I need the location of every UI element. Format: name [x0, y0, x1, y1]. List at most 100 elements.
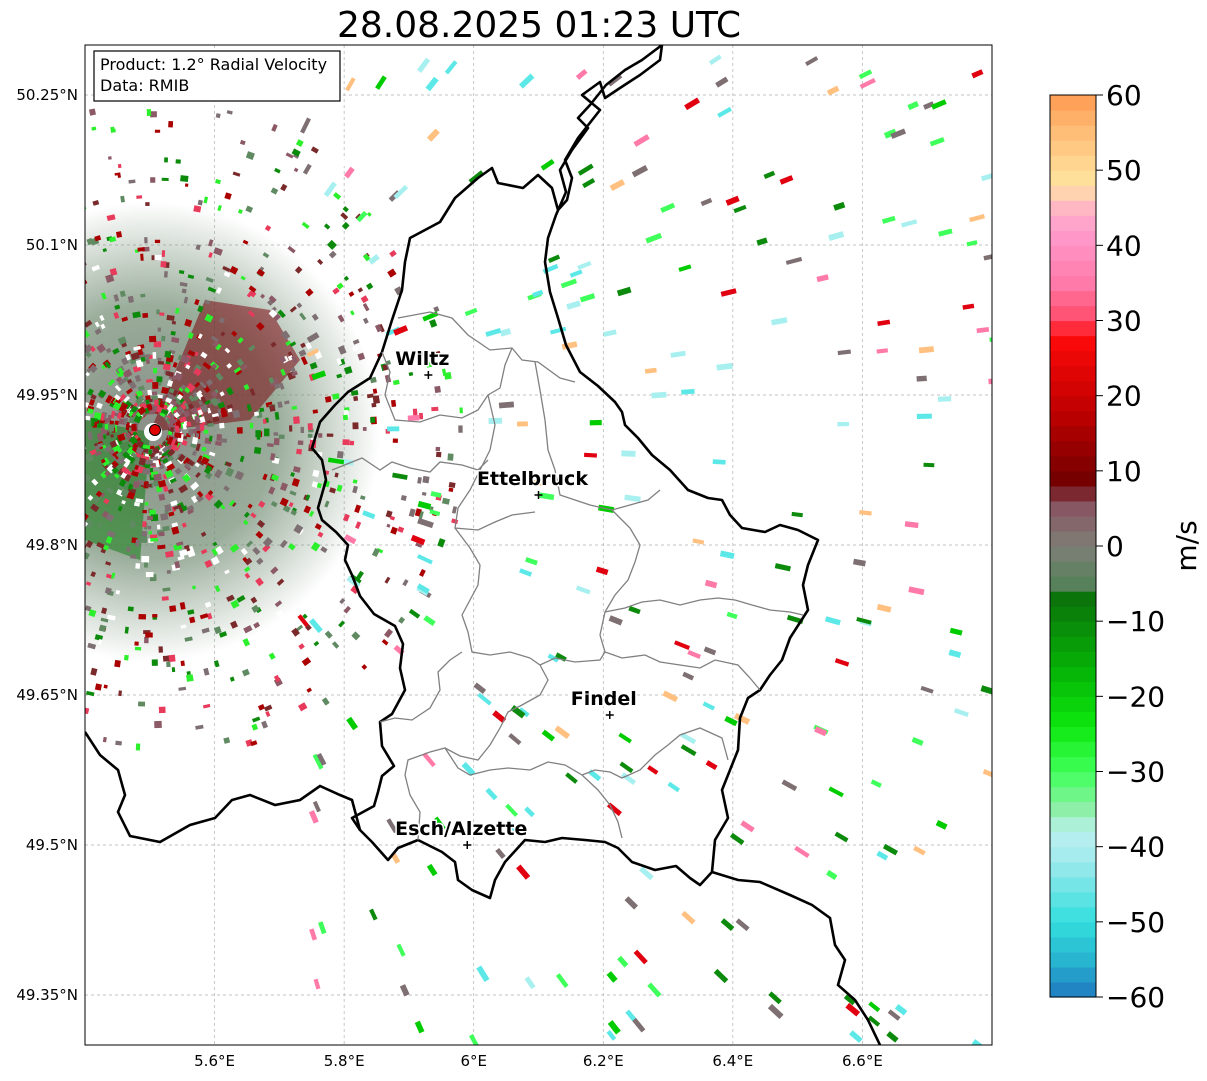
colorbar-band: [1050, 801, 1096, 818]
colorbar-band: [1050, 455, 1096, 472]
lat-tick-label: 49.65°N: [16, 686, 78, 704]
colorbar-ticks: 60 50 40 30 20 10 0 −10 −20 −30 −40 −50 −60: [1096, 79, 1165, 1014]
lat-tick-label: 49.5°N: [26, 836, 78, 854]
colorbar-band: [1050, 651, 1096, 667]
latitude-tick-labels: 50.25°N 50.1°N 49.95°N 49.8°N 49.65°N 49.5°N 4…: [16, 86, 78, 1004]
colorbar-band: [1050, 606, 1096, 622]
colorbar-band: [1050, 425, 1096, 442]
radar-site-marker: [144, 423, 162, 441]
radar-echo-pixels: [85, 54, 992, 1045]
colorbar-band: [1050, 546, 1096, 562]
colorbar-band: [1050, 290, 1096, 307]
colorbar-band: [1050, 530, 1096, 547]
neighbor-border-west: [85, 731, 362, 844]
colorbar-band: [1050, 470, 1096, 487]
lon-tick-label: 6.2°E: [583, 1052, 624, 1070]
colorbar-band: [1050, 305, 1096, 322]
colorbar-band: [1050, 515, 1096, 532]
country-border: [310, 45, 820, 900]
colorbar-band: [1050, 756, 1096, 773]
colorbar-tick-label: 60: [1106, 79, 1142, 112]
colorbar-band: [1050, 876, 1096, 893]
city-label: Ettelbruck: [477, 468, 588, 490]
product-info-box: Product: 1.2° Radial Velocity Data: RMIB: [93, 50, 341, 102]
product-label: Product: 1.2° Radial Velocity: [100, 55, 327, 74]
colorbar-band: [1050, 215, 1096, 231]
city-label: Esch/Alzette: [395, 818, 527, 840]
colorbar-band: [1050, 125, 1096, 141]
colorbar-band: [1050, 681, 1096, 697]
colorbar-band: [1050, 741, 1096, 758]
colorbar-band: [1050, 395, 1096, 412]
lat-tick-label: 49.95°N: [16, 386, 78, 404]
colorbar-tick-label: 50: [1106, 154, 1142, 187]
colorbar-band: [1050, 831, 1096, 848]
lon-tick-label: 5.6°E: [194, 1052, 235, 1070]
figure-title: 28.08.2025 01:23 UTC: [337, 5, 741, 46]
colorbar-band: [1050, 200, 1096, 216]
city-marker: Ettelbruck: [476, 467, 590, 499]
colorbar-tick-label: −20: [1106, 680, 1165, 713]
colorbar-band: [1050, 335, 1096, 352]
colorbar-band: [1050, 921, 1096, 938]
city-label: Findel: [571, 688, 637, 710]
city-marker: Findel: [569, 687, 638, 719]
colorbar-tick-label: 40: [1106, 229, 1142, 262]
longitude-tick-labels: 5.6°E 5.8°E 6°E 6.2°E 6.4°E 6.6°E: [194, 1052, 883, 1070]
colorbar-band: [1050, 500, 1096, 517]
map-frame: [84, 44, 993, 1046]
colorbar-tick-label: −60: [1106, 981, 1165, 1014]
colorbar-band: [1050, 576, 1096, 592]
lat-tick-label: 50.25°N: [16, 86, 78, 104]
colorbar-band: [1050, 846, 1096, 863]
colorbar-band: [1050, 891, 1096, 908]
colorbar-band: [1050, 726, 1096, 743]
colorbar-tick-label: 30: [1106, 305, 1142, 338]
colorbar-band: [1050, 951, 1096, 968]
colorbar-band: [1050, 440, 1096, 457]
map-panel: Wiltz Ettelbruck Findel Esch/Alzette Produc…: [84, 44, 993, 1046]
city-label: Wiltz: [395, 348, 449, 370]
colorbar-band: [1050, 95, 1096, 111]
colorbar-band: [1050, 621, 1096, 637]
colorbar-band: [1050, 711, 1096, 727]
colorbar-band: [1050, 260, 1096, 276]
colorbar-band: [1050, 966, 1096, 983]
receding-echo-cluster: [150, 300, 300, 432]
colorbar-band: [1050, 365, 1096, 382]
colorbar-tick-label: 0: [1106, 530, 1124, 563]
data-source-label: Data: RMIB: [100, 76, 189, 95]
colorbar-band: [1050, 485, 1096, 502]
colorbar-band: [1050, 155, 1096, 171]
lon-tick-label: 6°E: [460, 1052, 487, 1070]
colorbar-band: [1050, 696, 1096, 712]
city-marker: Esch/Alzette: [394, 817, 529, 849]
colorbar-band: [1050, 816, 1096, 833]
colorbar-tick-label: −30: [1106, 756, 1165, 789]
colorbar-band: [1050, 245, 1096, 261]
colorbar-band: [1050, 786, 1096, 803]
colorbar-band: [1050, 981, 1096, 998]
city-marker: Wiltz: [394, 347, 451, 379]
colorbar-band: [1050, 561, 1096, 577]
colorbar-band: [1050, 906, 1096, 923]
colorbar-unit-label: m/s: [1170, 520, 1203, 571]
colorbar-band: [1050, 170, 1096, 186]
colorbar-band: [1050, 591, 1096, 607]
lon-tick-label: 6.6°E: [842, 1052, 883, 1070]
colorbar: 60 50 40 30 20 10 0 −10 −20 −30 −40 −50 −60 m/s: [1049, 79, 1203, 1014]
colorbar-tick-label: 10: [1106, 455, 1142, 488]
colorbar-tick-label: −10: [1106, 605, 1165, 638]
colorbar-band: [1050, 350, 1096, 367]
colorbar-band: [1050, 110, 1096, 126]
lat-tick-label: 49.8°N: [26, 536, 78, 554]
colorbar-band: [1050, 861, 1096, 878]
colorbar-tick-label: −40: [1106, 831, 1165, 864]
colorbar-band: [1050, 275, 1096, 292]
colorbar-band: [1050, 771, 1096, 788]
colorbar-tick-label: −50: [1106, 906, 1165, 939]
colorbar-band: [1050, 320, 1096, 337]
lon-tick-label: 5.8°E: [324, 1052, 365, 1070]
canton-boundaries: [331, 311, 804, 841]
